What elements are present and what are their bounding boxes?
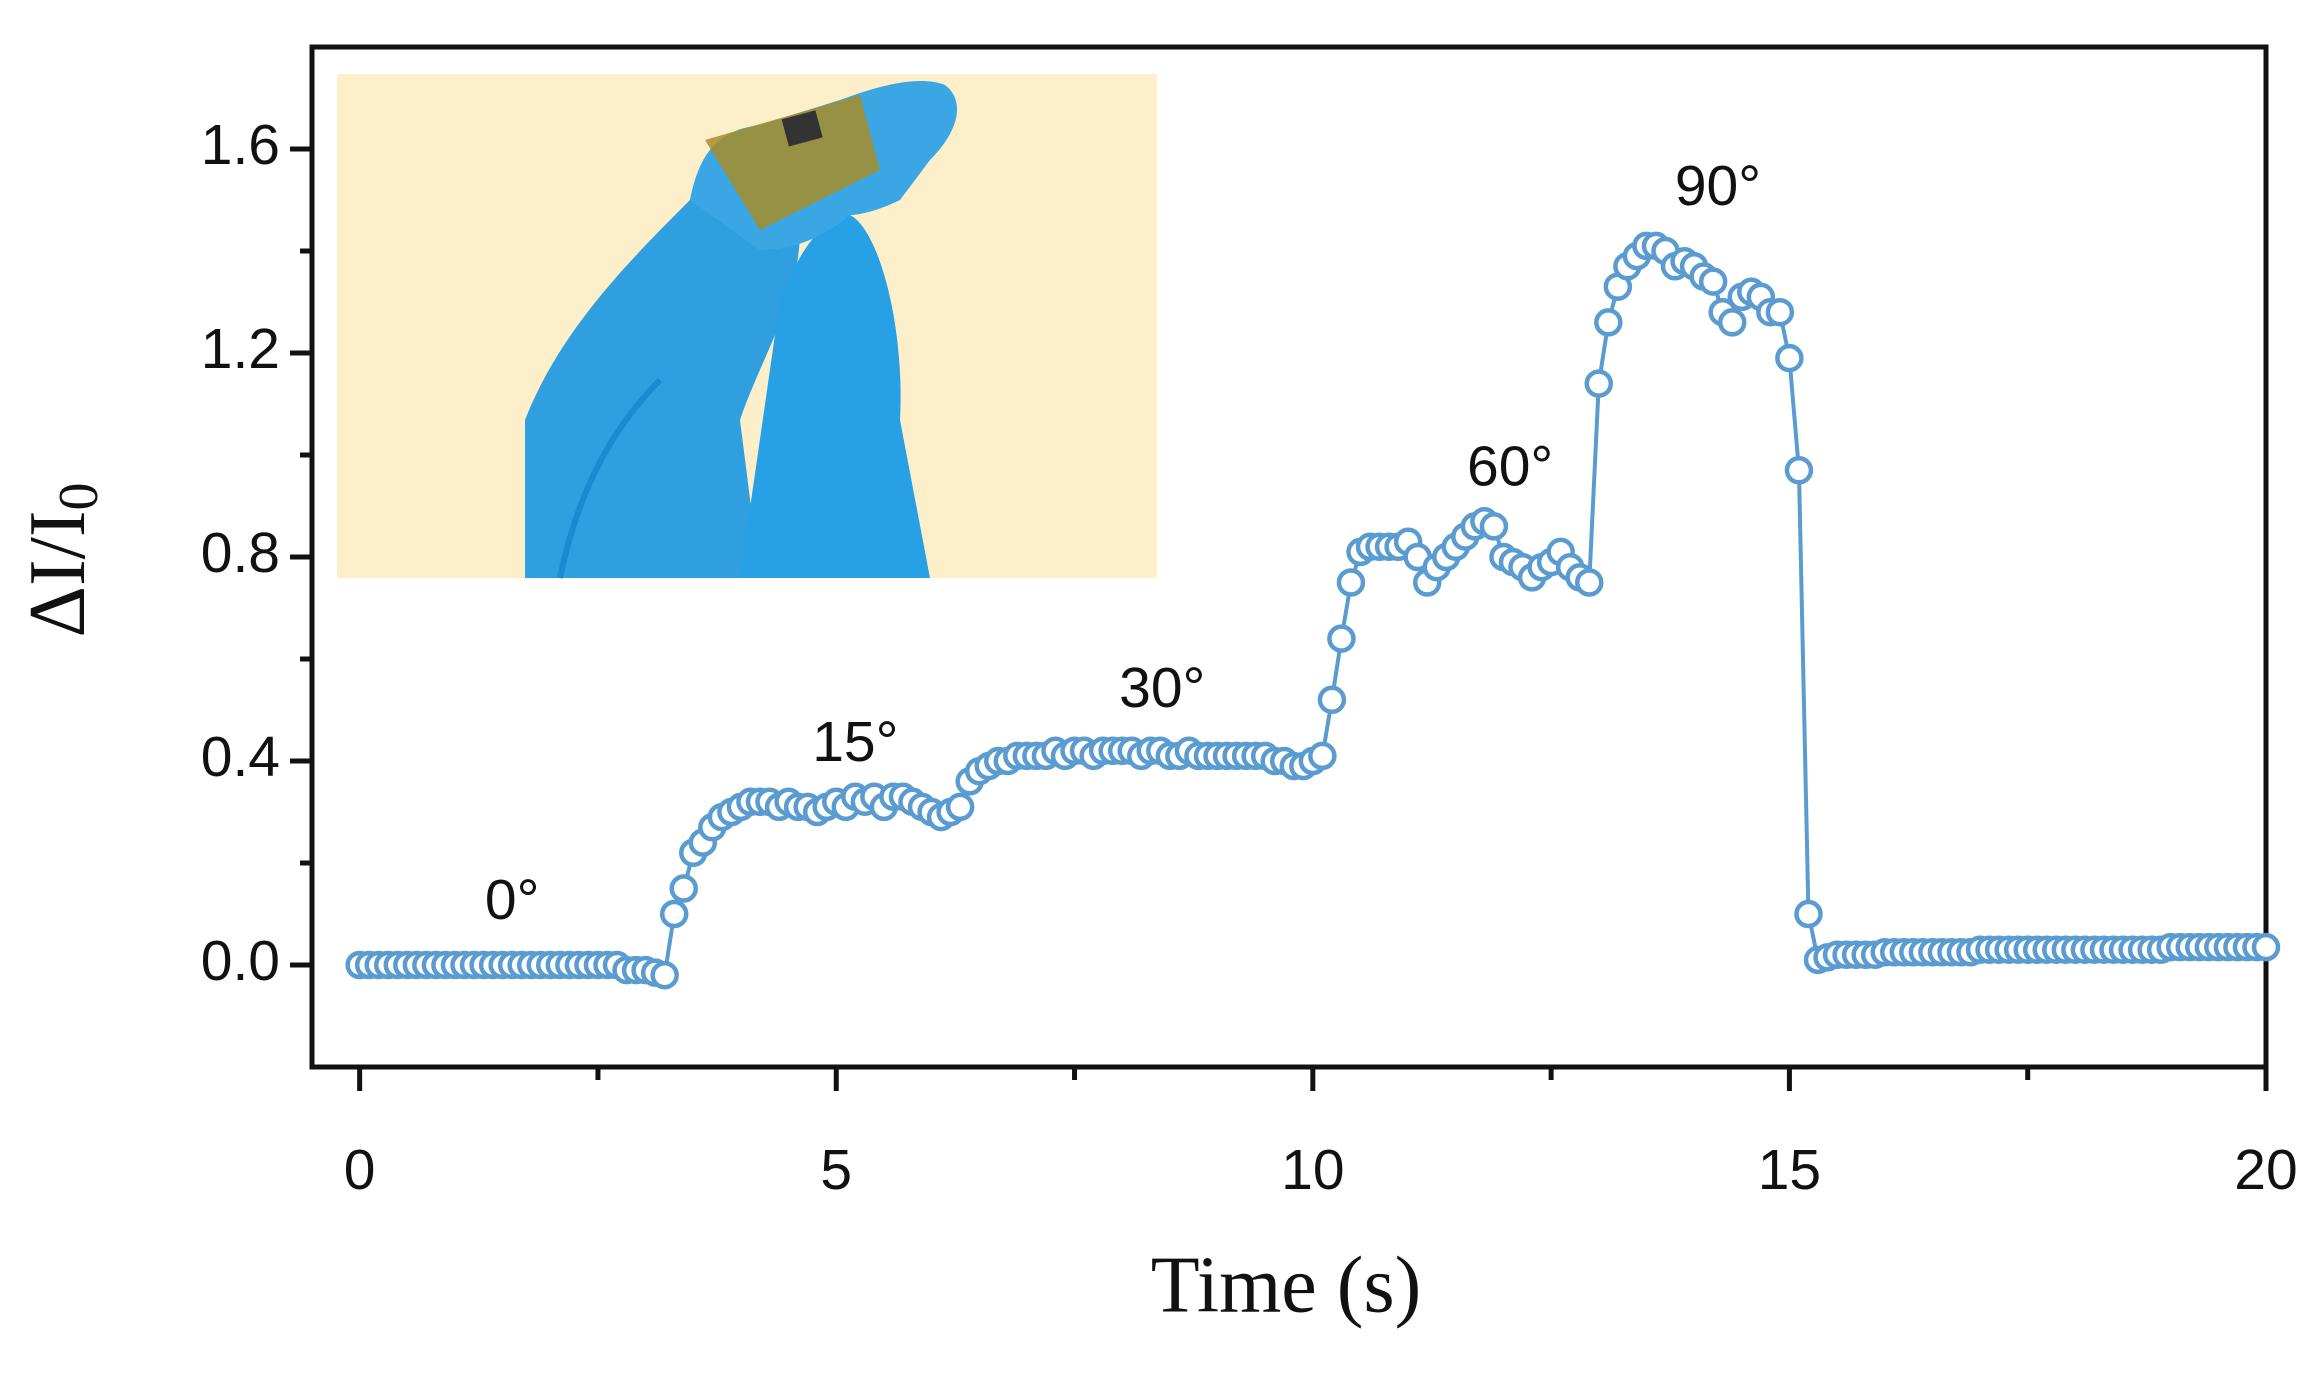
angle-annotation: 15° <box>812 710 898 774</box>
data-point <box>1308 741 1337 771</box>
data-point <box>1717 308 1747 337</box>
data-point <box>1574 568 1604 597</box>
inset-photo <box>337 74 1157 579</box>
y-axis-label-main: ΔI/I <box>14 511 102 638</box>
data-point <box>1794 899 1823 929</box>
y-axis-label: ΔI/I0 <box>14 483 110 638</box>
data-point <box>1584 369 1614 398</box>
data-point <box>1784 456 1814 485</box>
y-tick-label: 1.2 <box>201 317 280 381</box>
y-tick-label: 1.6 <box>201 113 280 177</box>
data-point <box>669 874 698 903</box>
data-point <box>659 899 689 929</box>
data-point <box>650 960 679 990</box>
angle-annotation: 30° <box>1119 656 1205 720</box>
x-tick-label: 0 <box>344 1138 376 1202</box>
data-point <box>1765 297 1795 327</box>
y-tick-label: 0.4 <box>201 725 280 789</box>
y-tick-label: 0.0 <box>201 929 280 993</box>
data-point <box>945 792 975 822</box>
data-point <box>1327 624 1356 653</box>
y-axis-label-subscript: 0 <box>48 483 110 511</box>
x-tick-label: 5 <box>820 1138 852 1202</box>
x-tick-label: 10 <box>1281 1138 1344 1202</box>
x-axis-label: Time (s) <box>1151 1241 1421 1329</box>
x-tick-label: 15 <box>1758 1138 1821 1202</box>
y-tick-label: 0.8 <box>201 521 280 585</box>
data-point <box>1479 512 1509 541</box>
data-point <box>1336 568 1366 597</box>
angle-annotation: 60° <box>1467 434 1553 498</box>
data-point <box>1317 685 1347 715</box>
data-point <box>1594 308 1623 337</box>
data-point <box>1775 343 1804 373</box>
angle-annotation: 0° <box>485 868 540 932</box>
x-tick-label: 20 <box>2234 1138 2297 1202</box>
data-point <box>2251 932 2281 962</box>
angle-annotation: 90° <box>1675 154 1761 218</box>
data-point <box>1698 267 1728 296</box>
